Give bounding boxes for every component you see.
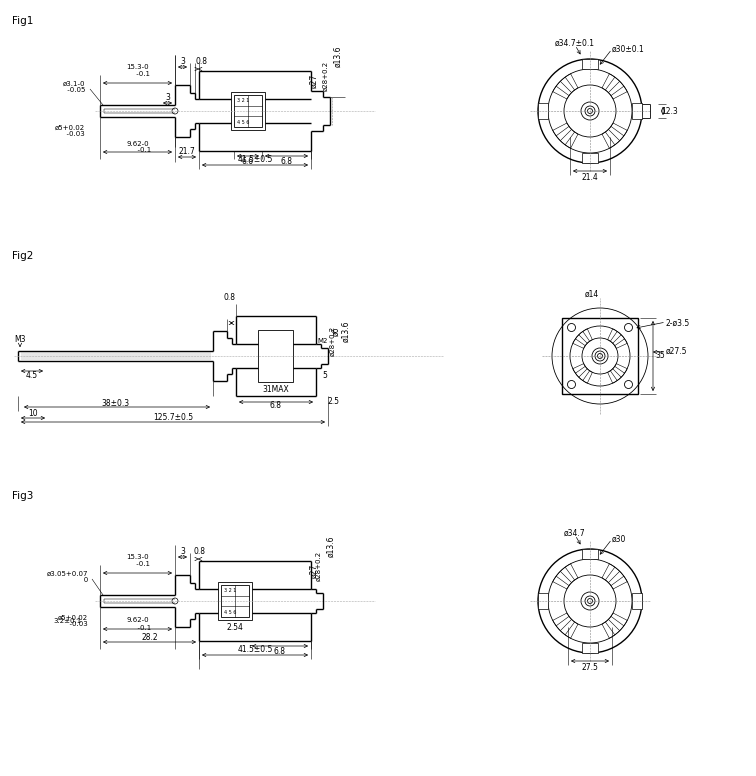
Text: ø6: ø6 [331,326,340,336]
Text: 5: 5 [323,372,327,380]
Text: ø3.05+0.07
           0: ø3.05+0.07 0 [47,570,88,584]
Text: ø27: ø27 [309,564,318,578]
Text: ø13.6: ø13.6 [342,320,351,341]
Text: 15.3-0
     -0.1: 15.3-0 -0.1 [125,554,150,567]
Text: 3 2 1: 3 2 1 [224,587,237,593]
Text: 0.8: 0.8 [224,293,236,303]
Text: ø28+0.2: ø28+0.2 [330,326,336,356]
Text: ø27.5: ø27.5 [666,347,687,355]
Polygon shape [538,103,548,119]
Text: ø30: ø30 [612,535,627,543]
Text: ø27: ø27 [309,74,318,88]
Bar [234,95,262,127]
Text: 3: 3 [166,92,170,102]
Text: 4 5 6: 4 5 6 [224,609,237,615]
Text: 10: 10 [28,408,38,417]
Text: ø28+0.2: ø28+0.2 [323,61,329,91]
Text: 3: 3 [180,57,185,65]
Polygon shape [632,103,642,119]
Text: 0.8: 0.8 [194,548,206,556]
Text: ø28+0.2: ø28+0.2 [316,551,322,581]
Text: 35: 35 [655,352,665,361]
Text: 125.7±0.5: 125.7±0.5 [153,413,193,421]
Text: 2-ø3.5: 2-ø3.5 [666,318,690,327]
Text: 3: 3 [180,546,185,556]
Polygon shape [538,593,548,609]
Text: ø5+0.02
  -0.03: ø5+0.02 -0.03 [58,615,88,628]
Polygon shape [582,643,598,653]
Text: ø30±0.1: ø30±0.1 [612,44,645,54]
Text: 41.5±0.5: 41.5±0.5 [237,646,273,654]
Text: 4 5 6: 4 5 6 [237,120,249,124]
Polygon shape [582,59,598,69]
Polygon shape [632,593,642,609]
Bar [218,582,252,620]
Text: 31MAX: 31MAX [262,386,289,394]
Bar [258,330,293,382]
Text: ø34.7±0.1: ø34.7±0.1 [555,39,595,47]
Text: 6.8: 6.8 [274,646,286,656]
Text: 27.5: 27.5 [581,663,599,671]
Bar [562,318,638,394]
Text: 2.54: 2.54 [227,622,243,632]
Text: 3 2 1: 3 2 1 [237,98,249,102]
Text: Fig3: Fig3 [12,491,33,501]
Text: 15.3-0
     -0.1: 15.3-0 -0.1 [125,64,150,77]
Text: 28.2: 28.2 [141,632,158,642]
Polygon shape [582,549,598,559]
Text: 6.8: 6.8 [280,157,293,165]
Text: 21.4: 21.4 [581,172,599,182]
Text: 12.3: 12.3 [662,106,678,116]
Text: 0.8: 0.8 [196,57,208,67]
Text: 6.6: 6.6 [242,157,254,165]
Text: 21.7: 21.7 [178,147,195,157]
Bar [231,92,265,130]
Text: ø5+0.02
  -0.03: ø5+0.02 -0.03 [55,124,85,137]
Text: 38±0.3: 38±0.3 [101,399,129,407]
Text: 6.8: 6.8 [270,401,282,411]
Text: Fig1: Fig1 [12,16,33,26]
Bar [221,585,249,617]
Text: M3: M3 [14,335,26,345]
Text: 3.2±0.1: 3.2±0.1 [54,618,82,624]
Text: 2.5: 2.5 [328,397,340,407]
Text: ø3.1-0
     -0.05: ø3.1-0 -0.05 [56,81,85,93]
Text: ø13.6: ø13.6 [327,535,336,556]
Text: 9.62-0
      -0.1: 9.62-0 -0.1 [124,140,151,154]
Text: 41.5±0.5: 41.5±0.5 [237,155,273,165]
Text: Fig2: Fig2 [12,251,33,261]
Text: 4.5: 4.5 [26,372,38,380]
Text: ø34.7: ø34.7 [564,528,586,538]
Text: 9.62-0
      -0.1: 9.62-0 -0.1 [124,618,151,630]
Text: M2: M2 [318,338,328,344]
Polygon shape [582,153,598,163]
Text: ø13.6: ø13.6 [333,45,342,67]
Text: ø14: ø14 [585,289,599,299]
